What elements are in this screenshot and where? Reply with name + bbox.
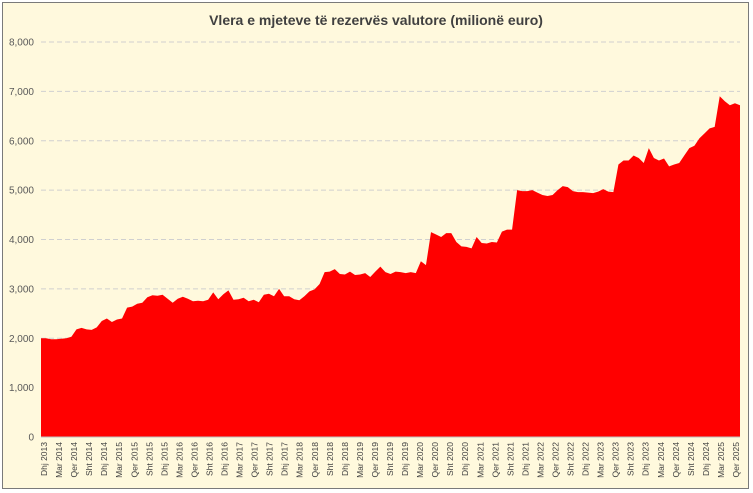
y-tick-label: 3,000	[9, 284, 34, 295]
x-tick-label: Qer 2015	[129, 442, 139, 478]
x-tick-label: Qer 2022	[550, 442, 560, 478]
x-tick-label: Qer 2020	[430, 442, 440, 478]
x-tick-label: Mar 2014	[54, 442, 64, 478]
x-tick-label: Dhj 2020	[460, 442, 470, 476]
x-tick-label: Qer 2016	[189, 442, 199, 478]
x-tick-label: Sht 2023	[626, 442, 636, 476]
x-tick-label: Dhj 2014	[99, 442, 109, 476]
x-tick-label: Sht 2022	[566, 442, 576, 476]
x-tick-label: Sht 2024	[686, 442, 696, 476]
x-tick-label: Qer 2021	[490, 442, 500, 478]
y-axis: 0 1,000 2,000 3,000 4,000 5,000 6,000 7,000 8,00…	[9, 38, 34, 444]
x-tick-label: Dhj 2013	[39, 442, 49, 476]
x-tick-label: Mar 2015	[114, 442, 124, 478]
y-tick-label: 8,000	[9, 38, 34, 49]
x-tick-label: Qer 2019	[370, 442, 380, 478]
x-tick-label: Sht 2015	[144, 442, 154, 476]
y-tick-label: 5,000	[9, 186, 34, 197]
y-tick-label: 4,000	[9, 235, 34, 246]
x-tick-label: Dhj 2022	[581, 442, 591, 476]
y-tick-label: 6,000	[9, 136, 34, 147]
x-tick-label: Dhj 2024	[701, 442, 711, 476]
x-tick-label: Mar 2016	[174, 442, 184, 478]
x-tick-label: Sht 2016	[204, 442, 214, 476]
y-tick-label: 0	[28, 433, 34, 444]
x-tick-label: Sht 2018	[325, 442, 335, 476]
x-axis: Dhj 2013 Mar 2014 Qer 2014 Sht 2014 Dhj 2014…	[39, 436, 741, 478]
x-tick-label: Dhj 2017	[280, 442, 290, 476]
x-tick-label: Mar 2017	[235, 442, 245, 478]
x-tick-label: Qer 2017	[250, 442, 260, 478]
x-tick-label: Qer 2018	[310, 442, 320, 478]
x-tick-label: Mar 2024	[656, 442, 666, 478]
x-tick-label: Mar 2025	[716, 442, 726, 478]
y-tick-label: 1,000	[9, 383, 34, 394]
x-tick-label: Sht 2019	[385, 442, 395, 476]
x-tick-label: Qer 2025	[731, 442, 741, 478]
x-tick-label: Dhj 2015	[159, 442, 169, 476]
x-tick-label: Dhj 2018	[340, 442, 350, 476]
series-area	[41, 96, 740, 437]
y-tick-label: 7,000	[9, 87, 34, 98]
x-tick-label: Sht 2014	[84, 442, 94, 476]
series-area-fill	[41, 96, 740, 437]
x-tick-label: Dhj 2016	[220, 442, 230, 476]
x-tick-label: Sht 2017	[265, 442, 275, 476]
x-tick-label: Mar 2020	[415, 442, 425, 478]
x-tick-label: Dhj 2023	[641, 442, 651, 476]
x-tick-label: Qer 2023	[611, 442, 621, 478]
x-tick-label: Qer 2014	[69, 442, 79, 478]
x-tick-label: Mar 2018	[295, 442, 305, 478]
chart-title: Vlera e mjeteve të rezervës valutore (mi…	[209, 12, 543, 28]
x-tick-label: Qer 2024	[671, 442, 681, 478]
x-tick-label: Mar 2022	[535, 442, 545, 478]
y-tick-label: 2,000	[9, 334, 34, 345]
x-tick-label: Mar 2019	[355, 442, 365, 478]
x-tick-label: Dhj 2019	[400, 442, 410, 476]
x-tick-label: Sht 2020	[445, 442, 455, 476]
x-tick-label: Sht 2021	[505, 442, 515, 476]
x-tick-label: Mar 2023	[596, 442, 606, 478]
x-tick-label: Mar 2021	[475, 442, 485, 478]
x-tick-label: Dhj 2021	[520, 442, 530, 476]
